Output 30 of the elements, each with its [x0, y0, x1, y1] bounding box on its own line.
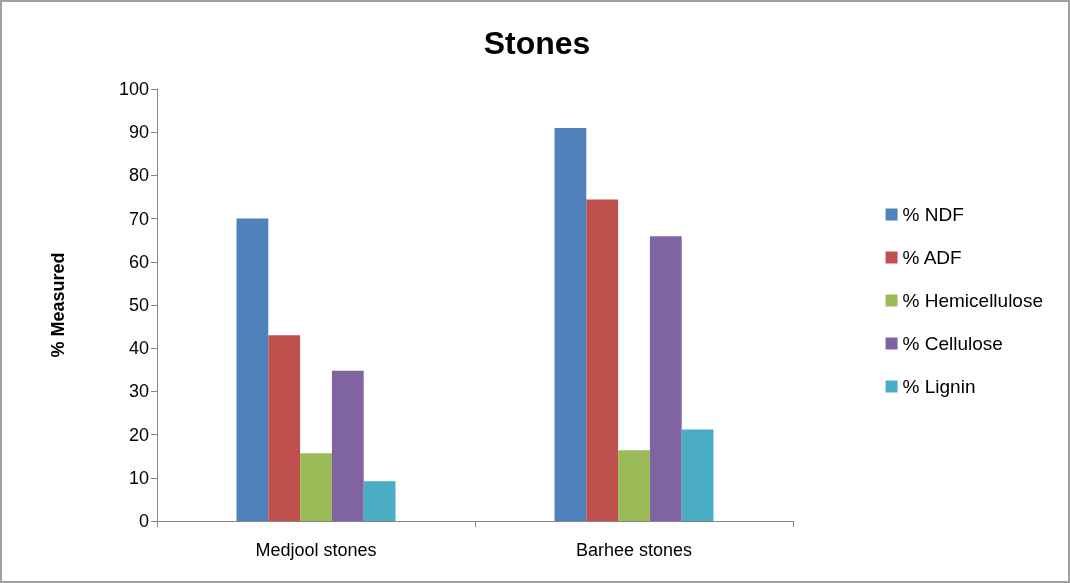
y-tick-label: 0 [138, 511, 149, 531]
y-tick-label: 30 [128, 381, 149, 402]
bar [649, 236, 682, 521]
legend-label: % Lignin [902, 376, 976, 397]
bar [300, 453, 332, 521]
x-tick-label: Barhee stones [575, 540, 693, 560]
bar [681, 429, 714, 521]
bar [331, 370, 364, 521]
y-tick-label: 100 [118, 79, 149, 99]
y-tick-label: 60 [128, 251, 149, 272]
bar [236, 218, 269, 521]
bar [586, 199, 619, 521]
x-tick-label: Medjool stones [255, 540, 377, 560]
y-tick-label: 80 [128, 165, 149, 186]
legend-label: % Cellulose [902, 333, 1003, 354]
bar [554, 127, 587, 521]
y-tick-label: 20 [128, 424, 149, 445]
y-tick-label: 40 [128, 338, 149, 359]
y-tick-label: 70 [128, 208, 149, 229]
y-tick-label: 50 [128, 295, 149, 315]
y-tick-label: 90 [128, 122, 149, 143]
chart-title: Stones [483, 25, 591, 61]
legend-label: % Hemicellulose [902, 290, 1044, 311]
bar [268, 335, 301, 521]
legend-label: % NDF [902, 204, 964, 225]
y-tick-label: 10 [128, 467, 149, 488]
legend-label: % ADF [902, 247, 962, 268]
y-axis-title: % Measured [48, 252, 68, 358]
bar [618, 450, 650, 521]
bar [363, 481, 396, 521]
